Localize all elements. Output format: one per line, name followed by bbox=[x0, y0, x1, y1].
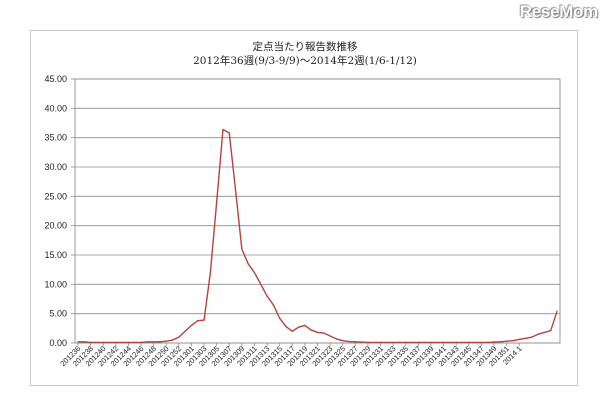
data-point bbox=[537, 333, 539, 335]
data-point bbox=[90, 341, 92, 344]
data-point bbox=[115, 341, 117, 344]
data-point bbox=[480, 341, 482, 344]
data-point bbox=[209, 272, 211, 274]
data-point bbox=[461, 341, 464, 344]
data-point bbox=[310, 329, 312, 331]
data-point bbox=[323, 332, 325, 334]
chart-title: 定点当たり報告数推移 bbox=[252, 41, 358, 53]
data-point bbox=[512, 340, 514, 342]
data-point bbox=[398, 341, 401, 344]
data-point bbox=[468, 341, 470, 344]
data-point bbox=[499, 341, 501, 343]
data-point bbox=[329, 335, 331, 337]
data-point bbox=[222, 128, 224, 131]
data-point bbox=[297, 326, 300, 328]
y-tick-label: 0.00 bbox=[49, 338, 67, 348]
data-point bbox=[165, 340, 167, 342]
data-point bbox=[153, 341, 155, 343]
y-tick-label: 30.00 bbox=[44, 162, 67, 172]
data-point bbox=[367, 341, 369, 344]
data-point bbox=[228, 132, 230, 134]
y-tick-label: 10.00 bbox=[44, 279, 67, 289]
data-point bbox=[178, 336, 180, 338]
data-point bbox=[146, 341, 148, 343]
data-point bbox=[493, 341, 495, 343]
data-point bbox=[392, 341, 394, 344]
data-point bbox=[102, 341, 104, 344]
y-tick-label: 20.00 bbox=[44, 221, 67, 231]
data-point bbox=[449, 341, 451, 344]
data-point bbox=[127, 341, 130, 344]
data-point bbox=[424, 341, 426, 344]
data-point bbox=[272, 304, 274, 306]
data-point bbox=[190, 324, 193, 326]
watermark-logo: ReseMom bbox=[519, 2, 599, 21]
data-point bbox=[436, 341, 438, 344]
data-point bbox=[487, 341, 489, 344]
data-point bbox=[335, 338, 338, 340]
data-point bbox=[442, 341, 445, 344]
data-point bbox=[216, 201, 218, 203]
data-point bbox=[285, 325, 287, 328]
data-point bbox=[266, 295, 268, 297]
data-point bbox=[405, 341, 407, 344]
data-point bbox=[260, 283, 262, 285]
data-point bbox=[417, 341, 419, 344]
data-point bbox=[531, 336, 533, 338]
data-point bbox=[121, 341, 123, 344]
data-point bbox=[241, 248, 243, 250]
data-point bbox=[159, 341, 161, 343]
plot-area bbox=[74, 78, 561, 344]
data-point bbox=[518, 338, 520, 341]
data-point bbox=[386, 341, 388, 344]
data-point bbox=[134, 341, 136, 344]
data-point bbox=[524, 337, 527, 339]
data-point bbox=[556, 310, 558, 312]
data-point bbox=[253, 272, 256, 274]
data-point bbox=[96, 341, 98, 344]
data-point bbox=[342, 340, 344, 342]
data-point bbox=[140, 341, 142, 344]
y-tick-label: 5.00 bbox=[49, 309, 67, 319]
data-point bbox=[505, 340, 508, 342]
y-tick-label: 45.00 bbox=[44, 74, 67, 84]
data-point bbox=[203, 319, 205, 321]
data-point bbox=[361, 341, 363, 343]
data-point bbox=[348, 340, 350, 343]
data-point bbox=[279, 317, 281, 319]
data-point bbox=[354, 341, 356, 343]
data-point bbox=[291, 330, 293, 332]
chart-subtitle: 2012年36週(9/3-9/9)～2014年2週(1/6-1/12) bbox=[193, 55, 417, 67]
chart-frame bbox=[30, 30, 578, 386]
data-point bbox=[234, 189, 237, 192]
data-point bbox=[430, 341, 432, 344]
y-tick-label: 15.00 bbox=[44, 250, 67, 260]
y-tick-label: 25.00 bbox=[44, 191, 67, 201]
y-tick-label: 35.00 bbox=[44, 133, 67, 143]
y-tick-label: 40.00 bbox=[44, 103, 67, 113]
series-line bbox=[78, 128, 558, 344]
data-point bbox=[379, 341, 382, 344]
data-point bbox=[77, 341, 79, 343]
data-point bbox=[184, 330, 186, 332]
data-point bbox=[373, 341, 375, 344]
data-point bbox=[171, 339, 174, 341]
data-point bbox=[550, 330, 552, 332]
data-point bbox=[474, 341, 476, 344]
data-point bbox=[247, 263, 249, 265]
data-point bbox=[304, 324, 306, 326]
data-point bbox=[83, 341, 85, 343]
data-point bbox=[543, 331, 545, 334]
data-point bbox=[108, 341, 111, 344]
data-point bbox=[411, 341, 413, 344]
data-point bbox=[316, 331, 319, 334]
data-point bbox=[197, 320, 199, 322]
data-point bbox=[455, 341, 457, 344]
